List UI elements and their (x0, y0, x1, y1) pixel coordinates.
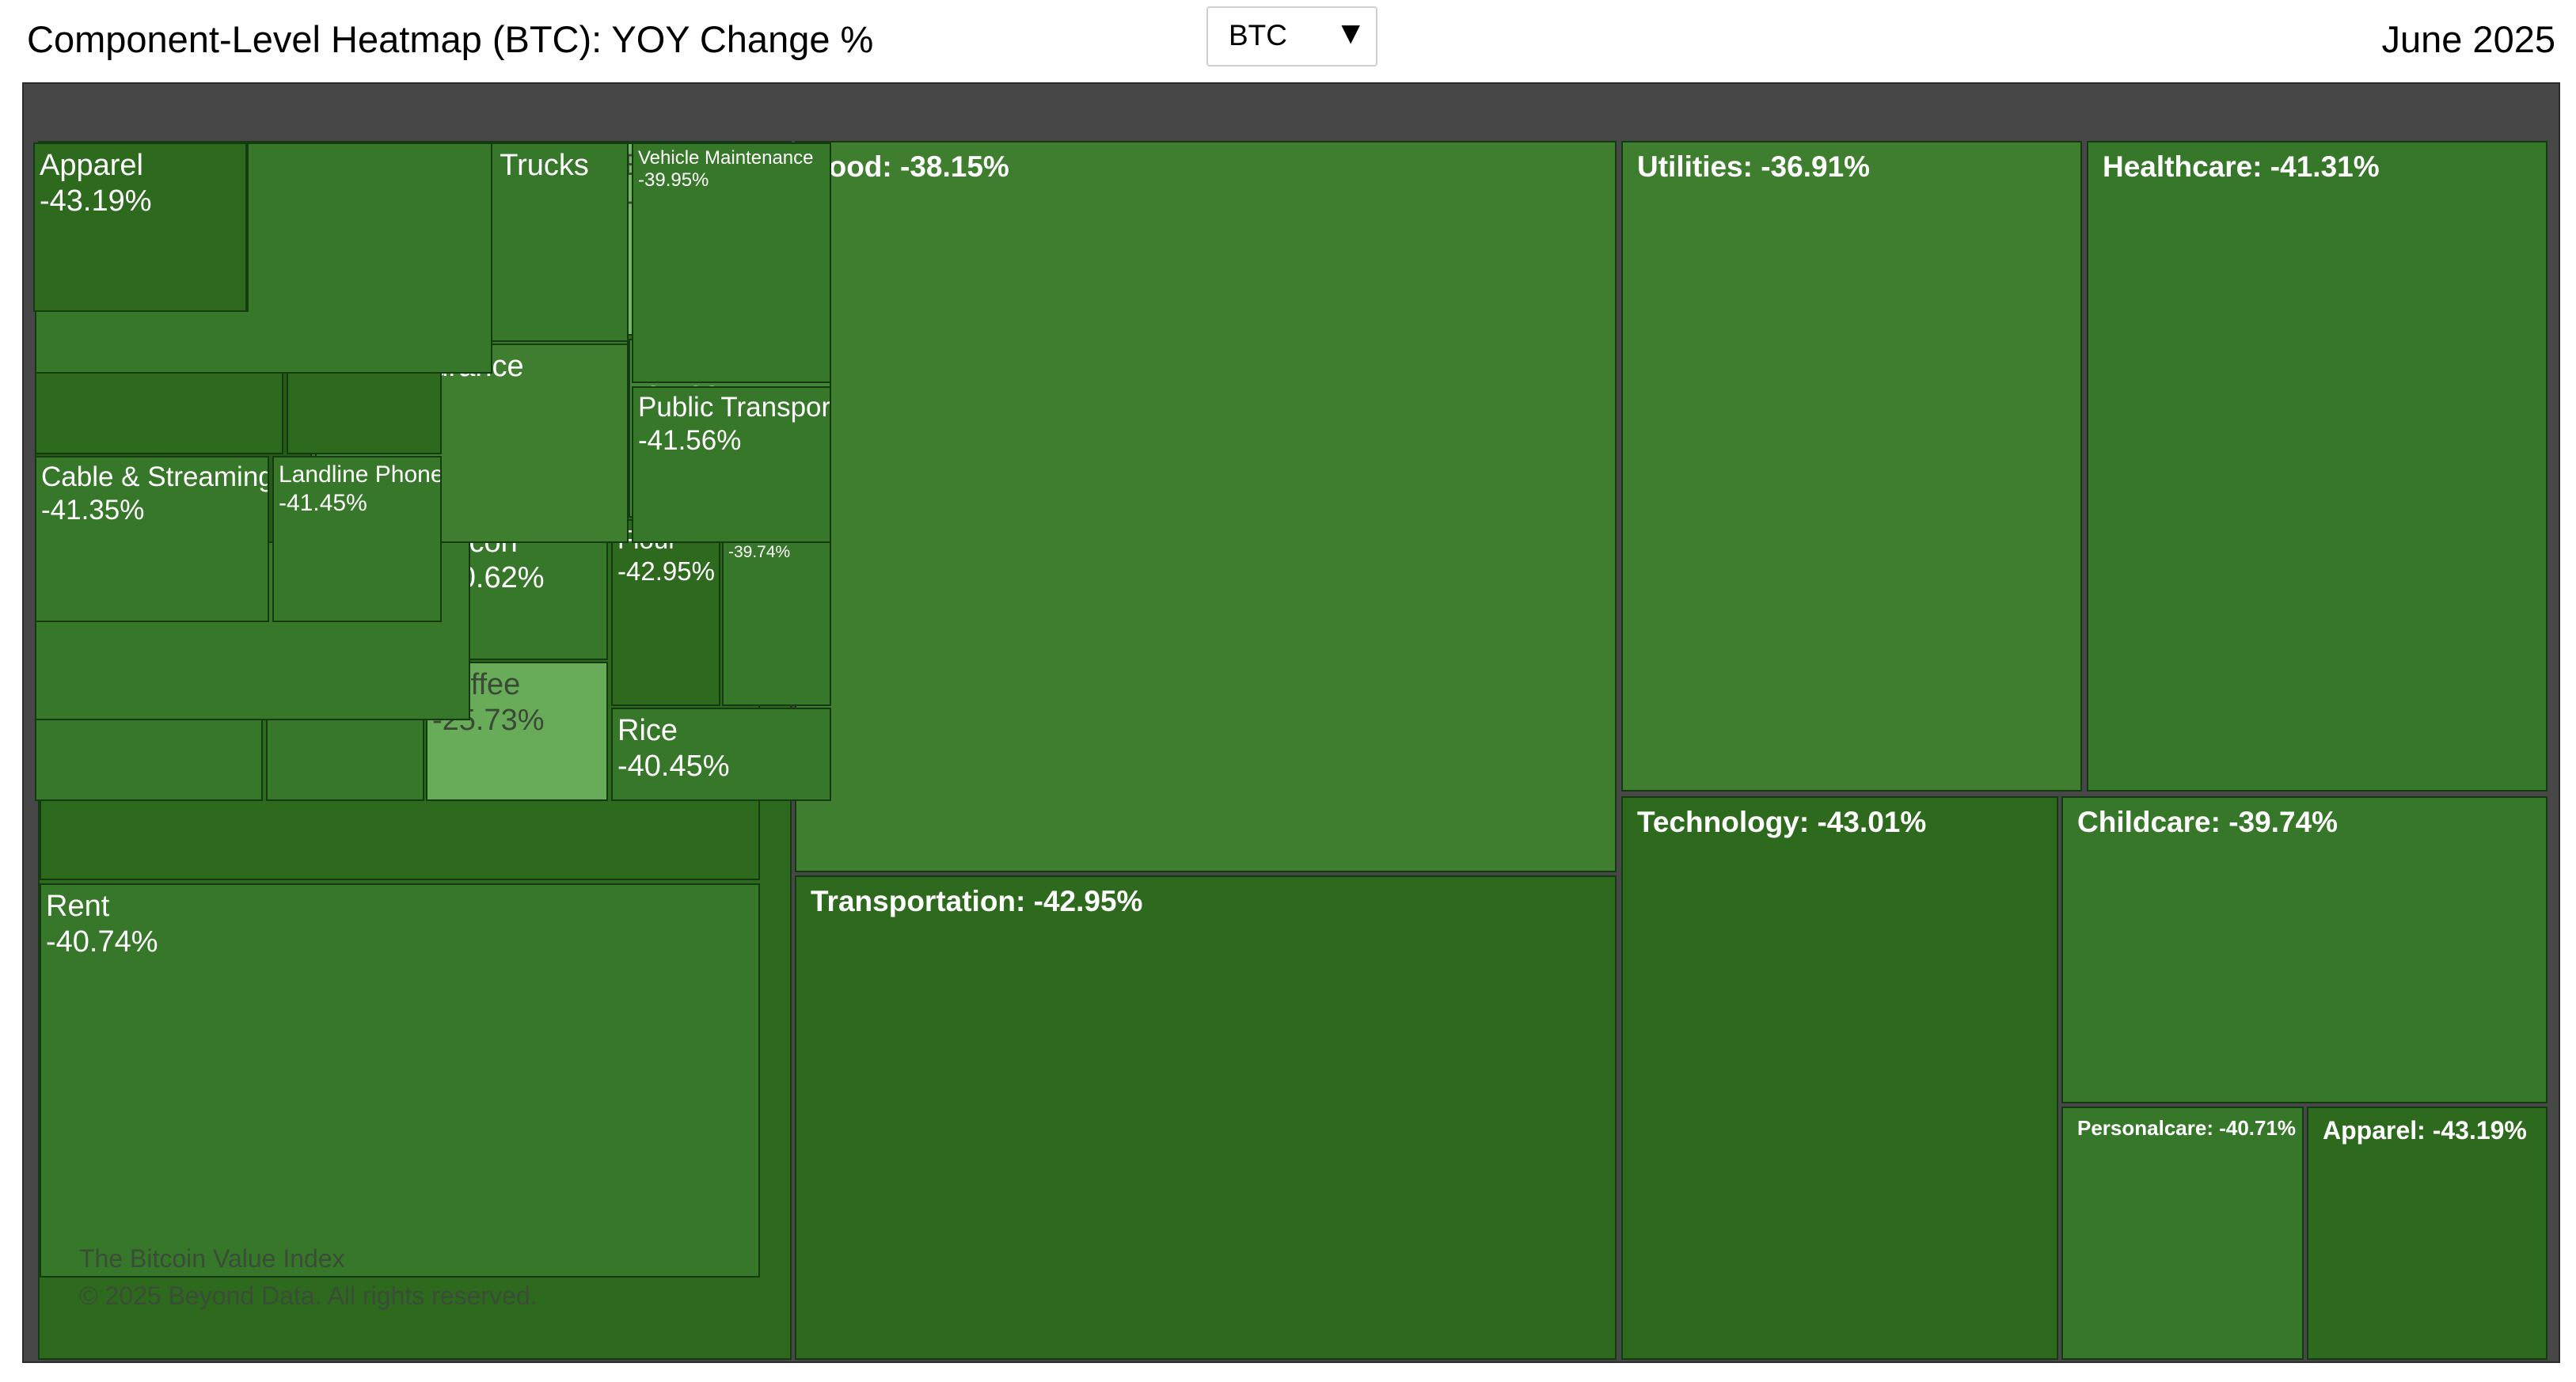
tile-orange-juice[interactable]: Orange Juice-39.74% (722, 519, 831, 706)
tile-label: Vehicle Maintenance (638, 146, 814, 169)
sector-healthcare[interactable]: Healthcare: -41.31% (2087, 141, 2548, 792)
sector-personalcare[interactable]: Personalcare: -40.71% (2061, 1107, 2304, 1360)
currency-dropdown-value: BTC (1229, 19, 1287, 51)
tile-value: -39.74% (728, 543, 791, 562)
watermark-copyright: © 2025 Beyond Data. All rights reserved. (79, 1281, 538, 1310)
sector-childcare[interactable]: Childcare: -39.74% (2061, 796, 2548, 1103)
chevron-down-icon[interactable]: ▼ (1335, 16, 1366, 51)
sector-apparel[interactable]: Apparel: -43.19% (2307, 1107, 2548, 1360)
tile-value: -42.95% (617, 556, 715, 586)
tile-value: -40.45% (617, 750, 730, 784)
tile-value: -41.35% (41, 495, 145, 526)
tile-value: -40.74% (46, 925, 158, 959)
treemap: Housing: -42.92%Home Ownership-44.09%Ren… (22, 82, 2560, 1363)
sector-label-apparel: Apparel: -43.19% (2323, 1116, 2527, 1145)
tile-flour[interactable]: Flour-42.95% (611, 519, 720, 706)
watermark-title: The Bitcoin Value Index (79, 1244, 345, 1273)
tile-value: -39.95% (638, 169, 709, 192)
tile-value: -41.45% (279, 489, 367, 516)
tile-apparel[interactable]: Apparel -43.19% (33, 142, 247, 312)
sector-label-food: Food: -38.15% (811, 150, 1009, 183)
tile-label: Landline Phone (279, 461, 442, 488)
tile-rice[interactable]: Rice -40.45% (611, 708, 831, 801)
sector-label-utilities: Utilities: -36.91% (1637, 150, 1871, 183)
sector-food[interactable]: Food: -38.15% (795, 141, 1617, 872)
tile-label: Cable & Streaming (41, 461, 269, 493)
sector-transportation[interactable]: Transportation: -42.95% (795, 875, 1617, 1360)
sector-technology[interactable]: Technology: -43.01% (1621, 796, 2058, 1360)
report-date: June 2025 (2381, 18, 2555, 60)
sector-label-technology: Technology: -43.01% (1637, 806, 1927, 838)
sector-utilities[interactable]: Utilities: -36.91% (1621, 141, 2082, 792)
sector-label-healthcare: Healthcare: -41.31% (2103, 150, 2380, 183)
tile-label: Apparel (40, 148, 143, 182)
tile-public-transport[interactable]: Public Transport -41.56% (632, 386, 831, 543)
tile-label: Rent (46, 889, 110, 923)
tile-rent[interactable]: Rent -40.74% (40, 883, 760, 1278)
currency-dropdown[interactable]: BTC ▼ (1206, 6, 1377, 66)
tile-value: -43.19% (40, 184, 152, 218)
tile-value: -41.56% (638, 425, 742, 457)
tile-cable-streaming[interactable]: Cable & Streaming -41.35% (35, 456, 269, 622)
sector-label-childcare: Childcare: -39.74% (2077, 806, 2339, 838)
sector-label-personalcare: Personalcare: -40.71% (2077, 1116, 2297, 1140)
tile-landline-phone[interactable]: Landline Phone -41.45% (272, 456, 442, 622)
tile-label: Rice (617, 713, 678, 747)
tile-label: Public Transport (638, 392, 831, 423)
sector-label-transportation: Transportation: -42.95% (811, 885, 1143, 917)
chart-title: Component-Level Heatmap (BTC): YOY Chang… (27, 18, 874, 60)
tile-vehicle-maintenance[interactable]: Vehicle Maintenance -39.95% (632, 142, 831, 383)
